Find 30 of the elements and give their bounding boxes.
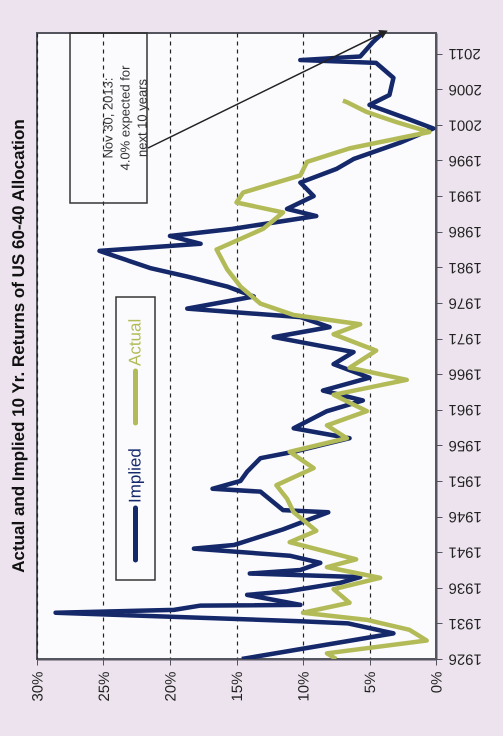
x-tick-label: 10% bbox=[296, 672, 312, 702]
text: Implied bbox=[126, 448, 144, 503]
x-tick-label: 0% bbox=[428, 672, 446, 694]
y-tick-label: 1926 bbox=[448, 650, 482, 668]
y-tick-label: 1941 bbox=[448, 544, 482, 561]
y-tick-label: 1976 bbox=[448, 294, 482, 312]
text: Actual and Implied 10 Yr. Returns of US 60-40 Allocation bbox=[9, 119, 28, 573]
y-tick-label: 1966 bbox=[448, 366, 482, 383]
y-tick-label: 1961 bbox=[448, 401, 482, 418]
y-tick-label: 1951 bbox=[448, 472, 482, 490]
y-tick-label: 1956 bbox=[448, 436, 482, 454]
y-tick-label: 1931 bbox=[448, 614, 482, 632]
y-tick-label: 2011 bbox=[448, 45, 481, 62]
y-tick-label: 1986 bbox=[448, 223, 482, 240]
annotation: Nov 30, 2013: 4.0% expected for next 10 years bbox=[100, 64, 150, 170]
y-tick-label: 2001 bbox=[448, 116, 482, 134]
x-tick-label: 30% bbox=[30, 672, 46, 702]
x-tick-label: 15% bbox=[229, 672, 246, 702]
x-tick-label: 25% bbox=[96, 672, 113, 702]
text: Actual bbox=[126, 318, 144, 366]
y-tick-label: 1946 bbox=[448, 508, 482, 526]
y-tick-label: 2006 bbox=[448, 80, 482, 98]
y-tick-label: 1991 bbox=[448, 188, 482, 205]
y-tick-label: 1996 bbox=[448, 152, 482, 169]
y-tick-label: 1981 bbox=[448, 258, 482, 276]
y-tick-label: 1971 bbox=[448, 330, 482, 348]
x-tick-label: 5% bbox=[362, 672, 379, 694]
x-tick-label: 20% bbox=[162, 672, 180, 702]
y-tick-label: 1936 bbox=[448, 579, 482, 596]
line-series bbox=[214, 98, 432, 659]
